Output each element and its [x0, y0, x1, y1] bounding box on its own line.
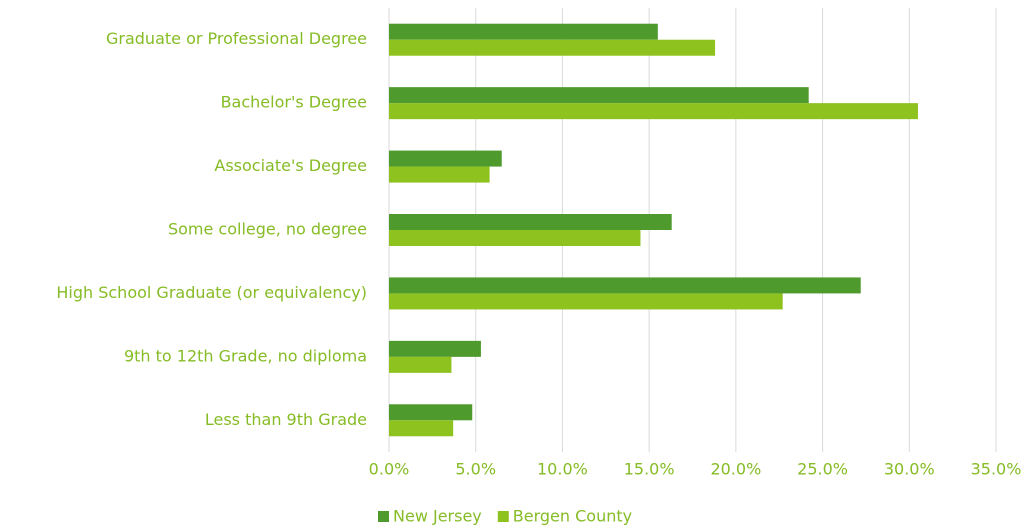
bar [389, 87, 809, 104]
bar [389, 340, 481, 357]
bar [389, 356, 452, 373]
bar [389, 293, 783, 310]
bar [389, 214, 672, 230]
x-tick-label: 20.0% [710, 460, 761, 479]
bar [389, 103, 918, 120]
bar [389, 150, 502, 167]
x-tick-label: 5.0% [455, 460, 496, 479]
bar [389, 39, 716, 56]
bar [389, 277, 861, 294]
y-tick-label: Some college, no degree [168, 220, 367, 239]
legend-swatch [497, 511, 509, 522]
y-tick-label: Graduate or Professional Degree [106, 29, 367, 48]
y-tick-label: Associate's Degree [214, 156, 367, 175]
legend-label: Bergen County [513, 507, 632, 526]
legend-swatch [378, 511, 389, 522]
bar [389, 404, 473, 421]
legend-label: New Jersey [393, 507, 482, 526]
x-tick-label: 30.0% [884, 460, 935, 479]
y-tick-label: Bachelor's Degree [221, 93, 367, 112]
x-tick-label: 10.0% [537, 460, 588, 479]
y-tick-label: High School Graduate (or equivalency) [56, 283, 367, 302]
bar [389, 166, 490, 183]
x-tick-label: 25.0% [797, 460, 848, 479]
bar [389, 230, 641, 246]
bar [389, 420, 454, 437]
bar [389, 23, 658, 40]
y-tick-label: 9th to 12th Grade, no diploma [124, 346, 367, 365]
x-tick-label: 0.0% [369, 460, 410, 479]
x-tick-label: 15.0% [624, 460, 675, 479]
x-tick-label: 35.0% [971, 460, 1022, 479]
y-tick-label: Less than 9th Grade [205, 410, 367, 429]
